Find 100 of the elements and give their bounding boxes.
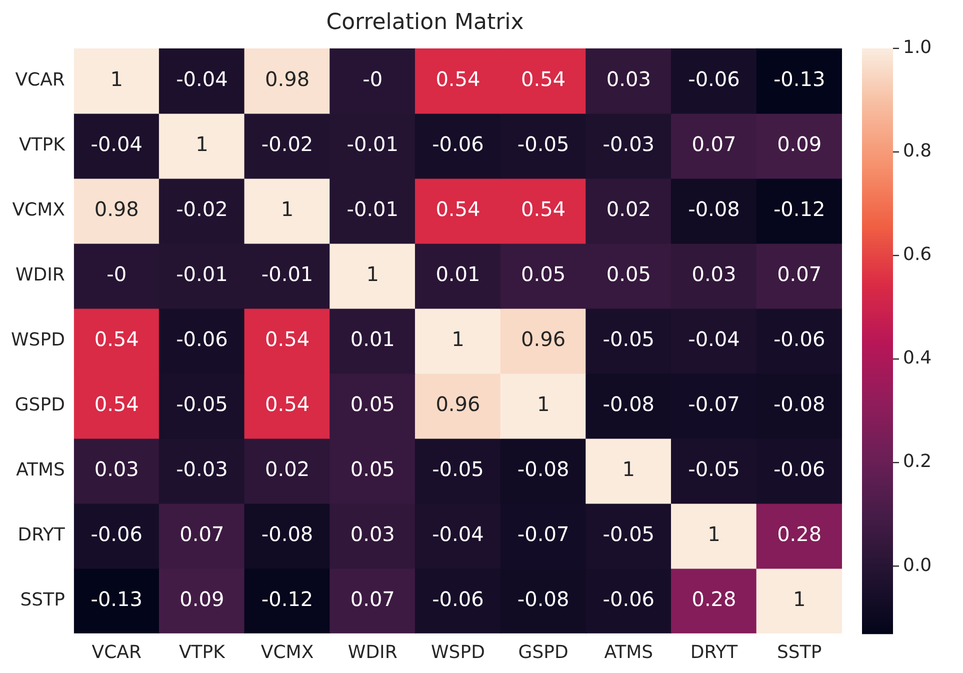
- data-label: -0.05: [432, 457, 484, 482]
- data-label: 0.07: [777, 262, 822, 286]
- y-tick-label: DRYT: [18, 524, 66, 546]
- data-label: -0.13: [773, 67, 826, 92]
- x-tick-label: VCAR: [92, 642, 142, 663]
- x-tick-label: WSPD: [430, 642, 485, 663]
- data-label: 0.96: [436, 392, 480, 416]
- data-label: -0.08: [517, 587, 570, 612]
- data-label: 0.07: [180, 522, 224, 546]
- data-label: -0.06: [602, 587, 655, 612]
- data-label: 0.03: [350, 522, 395, 546]
- data-label: 0.96: [521, 327, 566, 352]
- color-bar-label: 0.4: [903, 348, 932, 369]
- data-label: 0.03: [94, 457, 139, 482]
- data-label: -0.12: [261, 587, 314, 612]
- data-label: -0.01: [261, 262, 314, 286]
- data-label: -0.08: [773, 392, 826, 416]
- data-label: 0.07: [692, 132, 736, 156]
- data-label: 1: [196, 132, 208, 156]
- data-label: -0.04: [176, 67, 228, 92]
- data-label: 0.54: [265, 327, 310, 352]
- data-label: 0.54: [521, 67, 566, 92]
- data-label: 1: [280, 197, 294, 222]
- data-label: 0.28: [692, 587, 736, 612]
- data-label: -0.05: [176, 392, 228, 416]
- data-label: 0.09: [180, 587, 224, 612]
- x-tick-label: VCMX: [260, 642, 314, 663]
- data-label: -0.05: [602, 522, 655, 546]
- data-label: -0.05: [602, 327, 655, 352]
- x-tick-label: SSTP: [776, 642, 822, 663]
- data-label: -0.01: [346, 132, 399, 156]
- data-label: 0.01: [436, 262, 480, 286]
- color-bar-label: 0.8: [903, 140, 932, 162]
- color-bar-label: 0.6: [903, 244, 932, 266]
- data-label: 0.02: [265, 457, 310, 482]
- data-label: 0.98: [265, 67, 310, 92]
- data-label: 0.05: [521, 262, 566, 286]
- data-label: 1: [536, 392, 550, 416]
- x-tick-label: ATMS: [604, 642, 654, 663]
- data-label: -0.04: [688, 327, 740, 352]
- data-label: 1: [110, 67, 123, 92]
- data-label: -0.01: [346, 197, 399, 222]
- data-label: 0.54: [94, 327, 139, 352]
- data-label: -0.06: [432, 132, 484, 156]
- data-label: 1: [792, 587, 806, 612]
- data-label: -0.02: [176, 197, 228, 222]
- data-label: -0.06: [90, 522, 142, 546]
- data-label: -0.02: [261, 132, 314, 156]
- data-label: -0.06: [176, 327, 228, 352]
- data-label: -0.08: [517, 457, 570, 482]
- data-label: -0.05: [688, 457, 740, 482]
- data-label: -0.13: [90, 587, 142, 612]
- x-tick-label: WDIR: [348, 642, 398, 663]
- x-tick-label: GSPD: [518, 642, 568, 663]
- data-label: 0.01: [350, 327, 395, 352]
- data-label: -0.06: [773, 457, 826, 482]
- x-tick-label: VTPK: [178, 642, 226, 663]
- data-label: 0.03: [692, 262, 736, 286]
- y-tick-label: GSPD: [14, 394, 65, 416]
- data-label: 1: [366, 262, 379, 286]
- data-label: -0.08: [602, 392, 655, 416]
- y-tick-label: VCMX: [12, 200, 65, 221]
- data-label: 0.07: [350, 587, 395, 612]
- data-label: 1: [708, 522, 720, 546]
- data-label: -0.06: [773, 327, 826, 352]
- chart-title: Correlation Matrix: [326, 10, 524, 35]
- data-label: 0.54: [265, 392, 310, 416]
- x-tick-label: DRYT: [690, 642, 739, 663]
- data-label: -0: [362, 67, 383, 92]
- data-label: 0.54: [521, 197, 566, 222]
- data-label: -0.04: [432, 522, 484, 546]
- data-label: 0.54: [436, 197, 480, 222]
- data-label: -0.12: [773, 197, 826, 222]
- data-label: 0.02: [606, 197, 651, 222]
- y-tick-label: VCAR: [15, 70, 65, 91]
- data-label: -0.06: [688, 67, 740, 92]
- data-label: -0.03: [602, 132, 655, 156]
- y-tick-label: ATMS: [16, 460, 65, 481]
- data-label: 1: [622, 457, 636, 482]
- data-label: 0.03: [606, 67, 651, 92]
- data-label: -0.01: [176, 262, 228, 286]
- data-label: -0.06: [432, 587, 484, 612]
- y-tick-label: WDIR: [15, 264, 65, 286]
- data-label: -0.07: [517, 522, 570, 546]
- data-label: 0.05: [606, 262, 651, 286]
- data-label: 0.28: [777, 522, 822, 546]
- data-label: 0.54: [94, 392, 139, 416]
- data-label: 1: [452, 327, 464, 352]
- data-label: -0.05: [517, 132, 570, 156]
- y-tick-label: WSPD: [10, 330, 65, 351]
- data-label: -0: [106, 262, 127, 286]
- data-label: 0.05: [350, 392, 395, 416]
- y-tick-label: VTPK: [18, 134, 66, 156]
- data-label: 0.05: [350, 457, 395, 482]
- color-bar-label: 1.0: [903, 37, 932, 58]
- data-label: -0.03: [176, 457, 228, 482]
- y-tick-label: SSTP: [20, 590, 66, 611]
- color-bar-label: 0.0: [903, 554, 932, 576]
- data-label: 0.54: [436, 67, 480, 92]
- data-label: -0.08: [688, 197, 740, 222]
